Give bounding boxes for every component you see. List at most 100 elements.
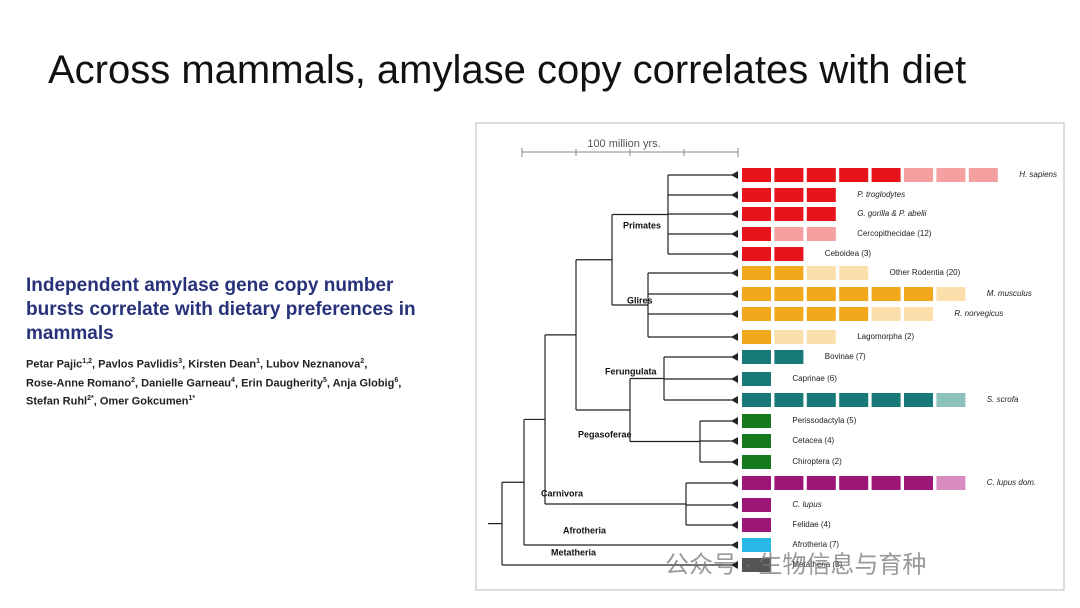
- tip-marker: [731, 501, 738, 509]
- tip-marker: [731, 210, 738, 218]
- copy-box: [774, 188, 804, 202]
- taxon-label: Caprinae (6): [792, 374, 837, 383]
- copy-box: [742, 287, 771, 301]
- copy-box: [742, 307, 771, 321]
- taxon-label: Bovinae (7): [825, 352, 866, 361]
- clade-label: Afrotheria: [563, 525, 607, 535]
- copy-box-light: [936, 393, 966, 407]
- taxon-label: R. norvegicus: [954, 309, 1003, 318]
- copy-box: [742, 434, 771, 448]
- copy-box-light: [871, 307, 901, 321]
- taxon-label: Other Rodentia (20): [890, 268, 961, 277]
- tip-marker: [731, 396, 738, 404]
- taxon-label: Chiroptera (2): [792, 457, 842, 466]
- copy-box: [742, 518, 771, 532]
- taxon-label: Ceboidea (3): [825, 249, 872, 258]
- copy-box: [806, 476, 836, 490]
- affiliation: 1*: [188, 395, 196, 403]
- affiliation: 1,2: [82, 358, 92, 365]
- taxon-label: C. lupus: [792, 500, 821, 509]
- copy-box-light: [936, 168, 966, 182]
- copy-box: [742, 393, 771, 407]
- copy-box: [742, 350, 771, 364]
- affiliation: 2*: [87, 395, 94, 403]
- watermark: 公众号 · 生物信息与育种: [665, 551, 926, 578]
- affiliation: 3: [178, 358, 183, 365]
- copy-box: [742, 558, 771, 572]
- taxon-label: H. sapiens: [1019, 170, 1057, 179]
- copy-box: [806, 393, 836, 407]
- author: Danielle Garneau: [141, 377, 232, 390]
- copy-box: [871, 393, 901, 407]
- taxon-label: Felidae (4): [792, 520, 831, 529]
- scale-bar: [521, 148, 739, 157]
- affiliation: 5: [322, 376, 327, 384]
- copy-box: [839, 476, 869, 490]
- affiliation: 1: [256, 358, 261, 365]
- taxon-label: S. scrofa: [987, 395, 1019, 404]
- copy-box: [742, 168, 771, 182]
- copy-box-light: [806, 330, 836, 344]
- paper-citation: Independent amylase gene copy number bur…: [26, 274, 456, 410]
- copy-box-light: [968, 168, 998, 182]
- copy-box: [742, 247, 771, 261]
- copy-box: [904, 287, 933, 301]
- copy-box: [742, 227, 771, 241]
- taxon-label: C. lupus dom.: [987, 478, 1036, 487]
- taxon-label: Afrotheria (7): [792, 540, 839, 549]
- copy-box-light: [904, 307, 933, 321]
- author: Rose-Anne Romano: [26, 377, 132, 390]
- tip-marker: [731, 375, 738, 383]
- affiliation: 6: [394, 376, 399, 384]
- tip-marker: [731, 437, 738, 445]
- author: Erin Daugherity: [241, 377, 323, 390]
- taxon-label: P. troglodytes: [857, 190, 905, 199]
- copy-box-light: [936, 476, 966, 490]
- copy-box: [904, 476, 933, 490]
- tip-marker: [731, 561, 738, 569]
- tip-marker: [731, 353, 738, 361]
- taxon-label: Perissodactyla (5): [792, 416, 856, 425]
- copy-box: [774, 476, 804, 490]
- taxon-label: Lagomorpha (2): [857, 332, 914, 341]
- clade-label: Carnivora: [541, 488, 584, 498]
- copy-box: [871, 287, 901, 301]
- author: Anja Globig: [332, 377, 395, 390]
- tip-marker: [731, 479, 738, 487]
- copy-box: [839, 168, 869, 182]
- copy-box-light: [774, 330, 804, 344]
- taxon-label: Metatheria (3): [792, 560, 842, 569]
- copy-box: [742, 266, 771, 280]
- copy-box: [806, 207, 836, 221]
- tip-marker: [731, 269, 738, 277]
- copy-box: [871, 476, 901, 490]
- taxon-label: Cercopithecidae (12): [857, 229, 932, 238]
- affiliation: 4: [231, 376, 235, 384]
- tip-marker: [731, 333, 738, 341]
- tip-marker: [731, 290, 738, 298]
- clade-label: Ferungulata: [605, 366, 657, 376]
- tip-marker: [731, 310, 738, 318]
- copy-box: [742, 372, 771, 386]
- copy-box: [774, 168, 804, 182]
- clade-label: Pegasoferae: [578, 429, 632, 439]
- copy-box: [839, 307, 869, 321]
- copy-box: [774, 207, 804, 221]
- copy-box: [871, 168, 901, 182]
- affiliation: 2: [360, 358, 365, 365]
- author: Stefan Ruhl: [26, 395, 88, 408]
- copy-bars: H. sapiens P. troglodytes G. gorilla & P. …: [541, 168, 1057, 572]
- copy-box-light: [774, 227, 804, 241]
- copy-box-light: [839, 266, 869, 280]
- copy-box: [742, 414, 771, 428]
- copy-box-light: [936, 287, 966, 301]
- copy-box: [806, 307, 836, 321]
- copy-box-light: [806, 266, 836, 280]
- copy-box: [742, 476, 771, 490]
- copy-box: [742, 538, 771, 552]
- copy-box: [839, 393, 869, 407]
- copy-box: [742, 207, 771, 221]
- author-list: Petar Pajic1,2, Pavlos Pavlidis3, Kirste…: [26, 358, 402, 408]
- copy-box-light: [904, 168, 933, 182]
